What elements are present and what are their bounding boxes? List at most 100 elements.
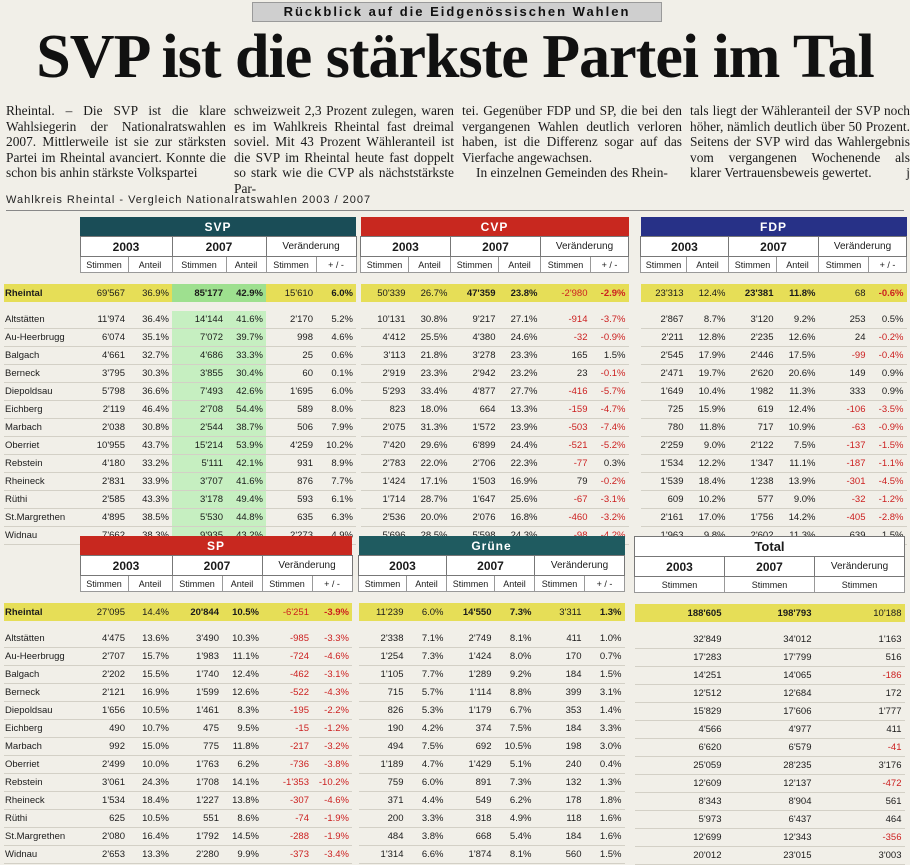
- data-cell: 21.8%: [408, 346, 451, 365]
- data-cell: 7.9%: [316, 418, 356, 437]
- data-cell: 1'534: [80, 791, 128, 810]
- data-cell: 551: [172, 809, 222, 828]
- table-row: 1'539 18.4% 1'238 13.9% -301 -4.5%: [640, 472, 907, 491]
- sp-table: SP 2003 2007 Veränderung Stimmen Anteil Stimme…: [4, 536, 353, 864]
- total-cell: 14.4%: [128, 603, 172, 621]
- data-cell: 826: [358, 701, 407, 720]
- data-cell: 15.9%: [686, 400, 729, 419]
- data-cell: 14.1%: [222, 773, 262, 792]
- data-cell: 1'695: [266, 382, 316, 401]
- data-cell: 1'114: [446, 683, 495, 702]
- data-cell: 43.7%: [128, 436, 172, 455]
- total-cell: -2.9%: [590, 284, 629, 302]
- kicker-banner: Rückblick auf die Eidgenössischen Wahlen: [252, 2, 662, 22]
- data-cell: 1'763: [172, 755, 222, 774]
- data-cell: 4'566: [634, 720, 725, 739]
- table-row: Altstätten 11'974 36.4% 14'144 41.6% 2'170 5.2…: [4, 311, 356, 329]
- table-row: 5'973 6'437 464: [634, 810, 905, 829]
- data-cell: 6.1%: [316, 490, 356, 509]
- total-cell: 12.4%: [686, 284, 729, 302]
- municipality-label: Rebstein: [4, 454, 80, 473]
- data-cell: -462: [262, 665, 312, 684]
- data-cell: 2'119: [80, 400, 128, 419]
- sub-header-anteil: Anteil: [221, 575, 263, 592]
- total-cell: 15'610: [266, 284, 316, 302]
- table-row: Altstätten 4'475 13.6% 3'490 10.3% -985 -3.3%: [4, 630, 352, 648]
- table-row: Berneck 3'795 30.3% 3'855 30.4% 60 0.1%: [4, 364, 356, 383]
- total-cell: 10.5%: [222, 603, 262, 621]
- table-row: 2'338 7.1% 2'749 8.1% 411 1.0%: [358, 630, 625, 648]
- data-cell: -186: [814, 666, 905, 685]
- data-cell: 2'170: [266, 311, 316, 329]
- table-row: 2'545 17.9% 2'446 17.5% -99 -0.4%: [640, 346, 907, 365]
- table-row: 1'105 7.7% 1'289 9.2% 184 1.5%: [358, 665, 625, 684]
- table-row: Marbach 2'038 30.8% 2'544 38.7% 506 7.9%: [4, 418, 356, 437]
- data-cell: 1'572: [450, 418, 499, 437]
- data-cell: -914: [540, 311, 591, 329]
- data-cell: 8.1%: [494, 845, 535, 864]
- data-cell: 3'278: [450, 346, 499, 365]
- year-2003-header: 2003: [358, 555, 447, 576]
- data-cell: -4.5%: [868, 472, 907, 491]
- data-cell: 17.5%: [776, 346, 819, 365]
- table-row: 14'251 14'065 -186: [634, 666, 905, 685]
- data-cell: 5.4%: [494, 827, 535, 846]
- data-cell: 516: [814, 648, 905, 667]
- sub-header-anteil: Anteil: [408, 256, 451, 273]
- data-cell: 36.6%: [128, 382, 172, 401]
- data-cell: 12.6%: [776, 328, 819, 347]
- data-cell: 3'490: [172, 630, 222, 648]
- data-cell: 715: [358, 683, 407, 702]
- municipality-label: Widnau: [4, 526, 80, 545]
- data-cell: 4.6%: [316, 328, 356, 347]
- year-2007-header: 2007: [728, 236, 819, 257]
- table-row: 20'012 23'015 3'003: [634, 846, 905, 865]
- data-cell: 4.2%: [406, 719, 447, 738]
- table-row: 1'189 4.7% 1'429 5.1% 240 0.4%: [358, 755, 625, 774]
- table-row: 15'829 17'606 1'777: [634, 702, 905, 721]
- table-row: Rüthi 2'585 43.3% 3'178 49.4% 593 6.1%: [4, 490, 356, 509]
- table-row: Diepoldsau 1'656 10.5% 1'461 8.3% -195 -2.2%: [4, 701, 352, 720]
- data-cell: 3'795: [80, 364, 128, 383]
- data-cell: 17.9%: [686, 346, 729, 365]
- data-cell: 4'877: [450, 382, 499, 401]
- data-cell: 198: [534, 737, 585, 756]
- sub-header-plusminus: + / -: [868, 256, 907, 273]
- municipality-label: Rebstein: [4, 773, 80, 792]
- data-cell: 11.8%: [222, 737, 262, 756]
- data-cell: 4'686: [172, 346, 226, 365]
- data-cell: 4'977: [724, 720, 815, 739]
- data-cell: 12.4%: [776, 400, 819, 419]
- data-cell: 18.4%: [686, 472, 729, 491]
- data-cell: 18.0%: [408, 400, 451, 419]
- data-cell: 484: [358, 827, 407, 846]
- data-cell: 4'380: [450, 328, 499, 347]
- data-cell: 1'534: [640, 454, 687, 473]
- data-cell: 13.3%: [128, 845, 172, 864]
- table-row: 1'314 6.6% 1'874 8.1% 560 1.5%: [358, 845, 625, 864]
- data-cell: -460: [540, 508, 591, 527]
- data-cell: 1.0%: [584, 630, 625, 648]
- total-cell: -2'980: [540, 284, 591, 302]
- table-row: 12'512 12'684 172: [634, 684, 905, 703]
- sub-header-stimmen: Stimmen: [446, 575, 495, 592]
- data-cell: 53.9%: [226, 436, 266, 455]
- data-cell: 2'122: [728, 436, 777, 455]
- data-cell: 609: [640, 490, 687, 509]
- data-cell: 9.2%: [494, 665, 535, 684]
- sub-header-stimmen: Stimmen: [534, 575, 585, 592]
- data-cell: 25'059: [634, 756, 725, 775]
- data-cell: 0.4%: [584, 755, 625, 774]
- data-cell: 2'867: [640, 311, 687, 329]
- table-row: 25'059 28'235 3'176: [634, 756, 905, 775]
- data-cell: 60: [266, 364, 316, 383]
- data-cell: 1'740: [172, 665, 222, 684]
- data-cell: 2'919: [360, 364, 409, 383]
- data-cell: -74: [262, 809, 312, 828]
- data-cell: 8.3%: [222, 701, 262, 720]
- data-cell: -1.1%: [868, 454, 907, 473]
- data-cell: 2'076: [450, 508, 499, 527]
- total-cell: 1.3%: [584, 603, 625, 621]
- data-cell: 11'974: [80, 311, 128, 329]
- data-cell: -32: [540, 328, 591, 347]
